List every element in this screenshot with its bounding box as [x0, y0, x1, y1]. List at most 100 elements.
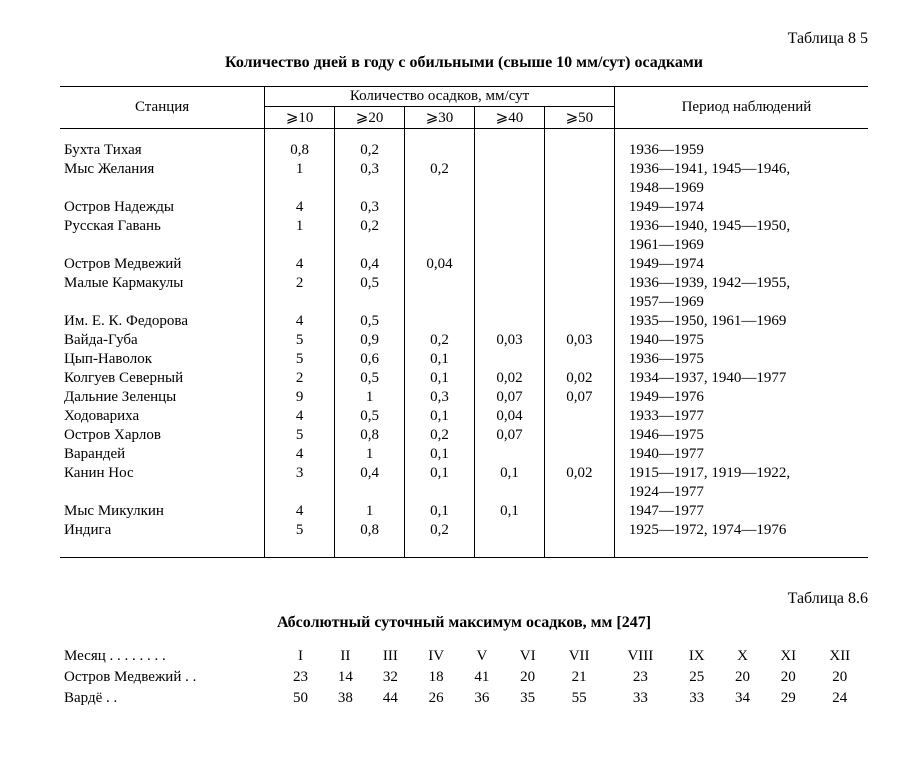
station-cell: Индига	[60, 521, 265, 540]
period-cell: 1949—1976	[614, 388, 868, 407]
value-cell: 2	[265, 274, 335, 293]
value-cell	[475, 141, 545, 160]
value-cell: 0,3	[405, 388, 475, 407]
table-row: Вайда-Губа50,90,20,030,031940—1975	[60, 331, 868, 350]
month-header: X	[720, 646, 765, 667]
value-cell: 1	[265, 217, 335, 236]
value-cell: 1	[335, 502, 405, 521]
value-cell: 25	[673, 667, 720, 688]
value-cell: 0,6	[335, 350, 405, 369]
value-cell: 50	[278, 688, 323, 709]
value-cell	[475, 521, 545, 540]
period-cell: 1936—1939, 1942—1955,	[614, 274, 868, 293]
station-cell: Вайда-Губа	[60, 331, 265, 350]
value-cell	[544, 217, 614, 236]
value-cell: 0,2	[335, 141, 405, 160]
period-cell: 1948—1969	[614, 179, 868, 198]
month-header: XII	[812, 646, 868, 667]
value-cell	[405, 141, 475, 160]
value-cell: 0,3	[335, 160, 405, 179]
value-cell: 0,04	[475, 407, 545, 426]
value-cell: 0,1	[475, 464, 545, 483]
value-cell	[405, 217, 475, 236]
table-row: Остров Медвежий40,40,041949—1974	[60, 255, 868, 274]
month-header: VI	[504, 646, 551, 667]
period-cell: 1936—1941, 1945—1946,	[614, 160, 868, 179]
value-cell	[475, 255, 545, 274]
header-col-40: ⩾40	[475, 107, 545, 129]
period-cell: 1940—1977	[614, 445, 868, 464]
value-cell: 0,07	[475, 426, 545, 445]
months-label: Месяц	[60, 646, 278, 667]
value-cell	[475, 312, 545, 331]
period-cell: 1915—1917, 1919—1922,	[614, 464, 868, 483]
value-cell: 0,2	[405, 426, 475, 445]
value-cell: 0,07	[475, 388, 545, 407]
value-cell: 5	[265, 350, 335, 369]
value-cell: 5	[265, 426, 335, 445]
value-cell: 23	[278, 667, 323, 688]
value-cell: 44	[368, 688, 413, 709]
value-cell: 0,4	[335, 464, 405, 483]
station-cell: Остров Медвежий	[60, 255, 265, 274]
row-label: Остров Медвежий	[60, 667, 278, 688]
value-cell: 4	[265, 407, 335, 426]
table-row: Варандей410,11940—1977	[60, 445, 868, 464]
value-cell: 0,1	[405, 464, 475, 483]
value-cell	[544, 426, 614, 445]
table-row: Остров Медвежий231432184120212325202020	[60, 667, 868, 688]
value-cell: 29	[765, 688, 812, 709]
table85: Станция Количество осадков, мм/сут Перио…	[60, 86, 868, 558]
value-cell: 20	[812, 667, 868, 688]
value-cell: 18	[413, 667, 460, 688]
value-cell	[405, 312, 475, 331]
value-cell: 0,1	[405, 407, 475, 426]
value-cell: 5	[265, 331, 335, 350]
month-header: II	[323, 646, 368, 667]
table-row: Русская Гавань10,21936—1940, 1945—1950,	[60, 217, 868, 236]
value-cell	[475, 160, 545, 179]
table-row: 1957—1969	[60, 293, 868, 312]
table-row: 1924—1977	[60, 483, 868, 502]
station-cell: Остров Надежды	[60, 198, 265, 217]
header-col-30: ⩾30	[405, 107, 475, 129]
period-cell: 1957—1969	[614, 293, 868, 312]
value-cell: 23	[607, 667, 673, 688]
table-row: Канин Нос30,40,10,10,021915—1917, 1919—1…	[60, 464, 868, 483]
value-cell: 1	[335, 388, 405, 407]
station-cell: Ходовариха	[60, 407, 265, 426]
value-cell: 1	[335, 445, 405, 464]
table-row: Мыс Желания10,30,21936—1941, 1945—1946,	[60, 160, 868, 179]
header-station: Станция	[60, 87, 265, 129]
value-cell	[544, 274, 614, 293]
value-cell: 0,3	[335, 198, 405, 217]
station-cell: Цып-Наволок	[60, 350, 265, 369]
period-cell: 1925—1972, 1974—1976	[614, 521, 868, 540]
value-cell	[544, 407, 614, 426]
period-cell: 1947—1977	[614, 502, 868, 521]
header-col-10: ⩾10	[265, 107, 335, 129]
period-cell: 1940—1975	[614, 331, 868, 350]
value-cell	[475, 445, 545, 464]
station-cell: Колгуев Северный	[60, 369, 265, 388]
table-row: Цып-Наволок50,60,11936—1975	[60, 350, 868, 369]
value-cell: 0,2	[405, 331, 475, 350]
table-row: 1961—1969	[60, 236, 868, 255]
header-period: Период наблюдений	[614, 87, 868, 129]
value-cell: 0,2	[405, 521, 475, 540]
value-cell: 3	[265, 464, 335, 483]
value-cell: 33	[673, 688, 720, 709]
table-row: Вардё503844263635553333342924	[60, 688, 868, 709]
table86-title: Абсолютный суточный максимум осадков, мм…	[60, 614, 868, 632]
value-cell: 0,02	[544, 464, 614, 483]
value-cell	[544, 198, 614, 217]
value-cell	[544, 350, 614, 369]
value-cell: 0,5	[335, 369, 405, 388]
header-col-20: ⩾20	[335, 107, 405, 129]
value-cell: 38	[323, 688, 368, 709]
table-row: Остров Надежды40,31949—1974	[60, 198, 868, 217]
table-row: Им. Е. К. Федорова40,51935—1950, 1961—19…	[60, 312, 868, 331]
table-row: Бухта Тихая0,80,21936—1959	[60, 141, 868, 160]
value-cell: 35	[504, 688, 551, 709]
table85-title: Количество дней в году с обильными (свыш…	[60, 54, 868, 72]
